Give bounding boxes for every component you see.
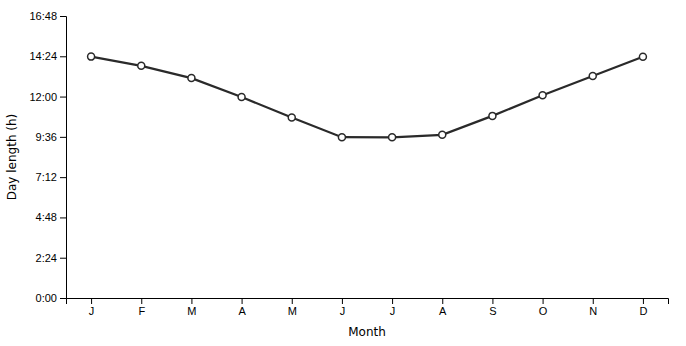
point: [188, 75, 195, 82]
y-tick-label: 9:36: [36, 131, 57, 143]
x-tick-mark: [643, 298, 644, 304]
y-tick: 4:48: [36, 211, 66, 223]
marks: [88, 53, 647, 141]
x-tick-mark: [593, 298, 594, 304]
y-tick-mark: [60, 258, 66, 259]
y-tick-mark: [60, 298, 66, 299]
x-tick-mark: [492, 298, 493, 304]
x-tick-mark: [392, 298, 393, 304]
x-tick: F: [138, 298, 145, 317]
point: [489, 112, 496, 119]
x-tick-mark: [242, 298, 243, 304]
plot-area: J F M A M J J A S O N D 0:00 2:24 4:48 7:12 9:36 12:00 14:…: [29, 10, 668, 317]
y-tick-label: 12:00: [29, 91, 57, 103]
y-tick: 9:36: [36, 131, 66, 143]
y-tick-mark: [60, 56, 66, 57]
x-tick: D: [639, 298, 647, 317]
x-tick: M: [187, 298, 196, 317]
x-tick-label: J: [390, 305, 396, 317]
x-tick-mark: [292, 298, 293, 304]
chart: J F M A M J J A S O N D 0:00 2:24 4:48 7:12 9:36 12:00 14:…: [0, 0, 686, 346]
y-axis: 0:00 2:24 4:48 7:12 9:36 12:00 14:24 16:48: [29, 10, 66, 304]
point: [288, 114, 295, 121]
x-tick-label: M: [187, 305, 196, 317]
line: [91, 57, 643, 138]
x-tick: N: [589, 298, 597, 317]
point: [539, 92, 546, 99]
y-axis-title: Day length (h): [5, 114, 19, 201]
y-axis-line: [60, 17, 67, 299]
x-tick: M: [288, 298, 297, 317]
x-axis-title: Month: [348, 325, 386, 339]
x-tick-label: J: [89, 305, 95, 317]
x-tick: A: [238, 298, 246, 317]
y-tick: 14:24: [29, 50, 66, 62]
y-tick-mark: [60, 137, 66, 138]
x-tick: J: [390, 298, 396, 317]
x-tick-label: S: [489, 305, 496, 317]
x-tick-mark: [191, 298, 192, 304]
point: [88, 53, 95, 60]
y-tick-label: 2:24: [36, 252, 57, 264]
y-tick-label: 7:12: [36, 171, 57, 183]
x-tick-label: J: [340, 305, 346, 317]
point: [389, 134, 396, 141]
x-tick-mark: [342, 298, 343, 304]
x-tick-label: O: [539, 305, 548, 317]
x-tick: O: [539, 298, 548, 317]
x-axis: JFMAMJJASOND: [67, 298, 669, 317]
point: [138, 62, 145, 69]
point: [338, 134, 345, 141]
point: [639, 53, 646, 60]
x-tick-mark: [543, 298, 544, 304]
x-tick: S: [489, 298, 496, 317]
y-tick-label: 14:24: [29, 50, 57, 62]
x-tick-label: A: [238, 305, 246, 317]
x-tick: J: [89, 298, 95, 317]
y-tick-mark: [60, 16, 66, 17]
y-tick: 2:24: [36, 252, 66, 264]
y-tick-label: 0:00: [36, 292, 57, 304]
x-tick-label: M: [288, 305, 297, 317]
x-tick-mark: [442, 298, 443, 304]
x-tick-label: F: [138, 305, 145, 317]
point: [238, 94, 245, 101]
x-tick-mark: [141, 298, 142, 304]
x-tick-label: D: [639, 305, 647, 317]
y-tick: 7:12: [36, 171, 66, 183]
point: [589, 73, 596, 80]
y-tick: 0:00: [36, 292, 66, 304]
y-tick-label: 4:48: [36, 211, 57, 223]
y-tick-mark: [60, 97, 66, 98]
x-axis-line: [67, 299, 669, 305]
x-tick-mark: [91, 298, 92, 304]
y-tick-mark: [60, 177, 66, 178]
x-tick-label: A: [439, 305, 447, 317]
y-tick: 16:48: [29, 10, 66, 22]
y-tick-mark: [60, 217, 66, 218]
y-tick-label: 16:48: [29, 10, 57, 22]
x-tick-label: N: [589, 305, 597, 317]
x-tick: A: [439, 298, 447, 317]
x-tick: J: [340, 298, 346, 317]
y-tick: 12:00: [29, 91, 66, 103]
point: [439, 131, 446, 138]
